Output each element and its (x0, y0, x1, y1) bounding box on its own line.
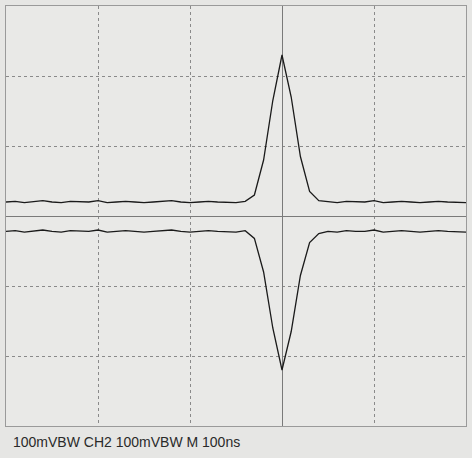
svg-text:100mVBW CH2 100mVBW M 100ns: 100mVBW CH2 100mVBW M 100ns (13, 434, 240, 450)
